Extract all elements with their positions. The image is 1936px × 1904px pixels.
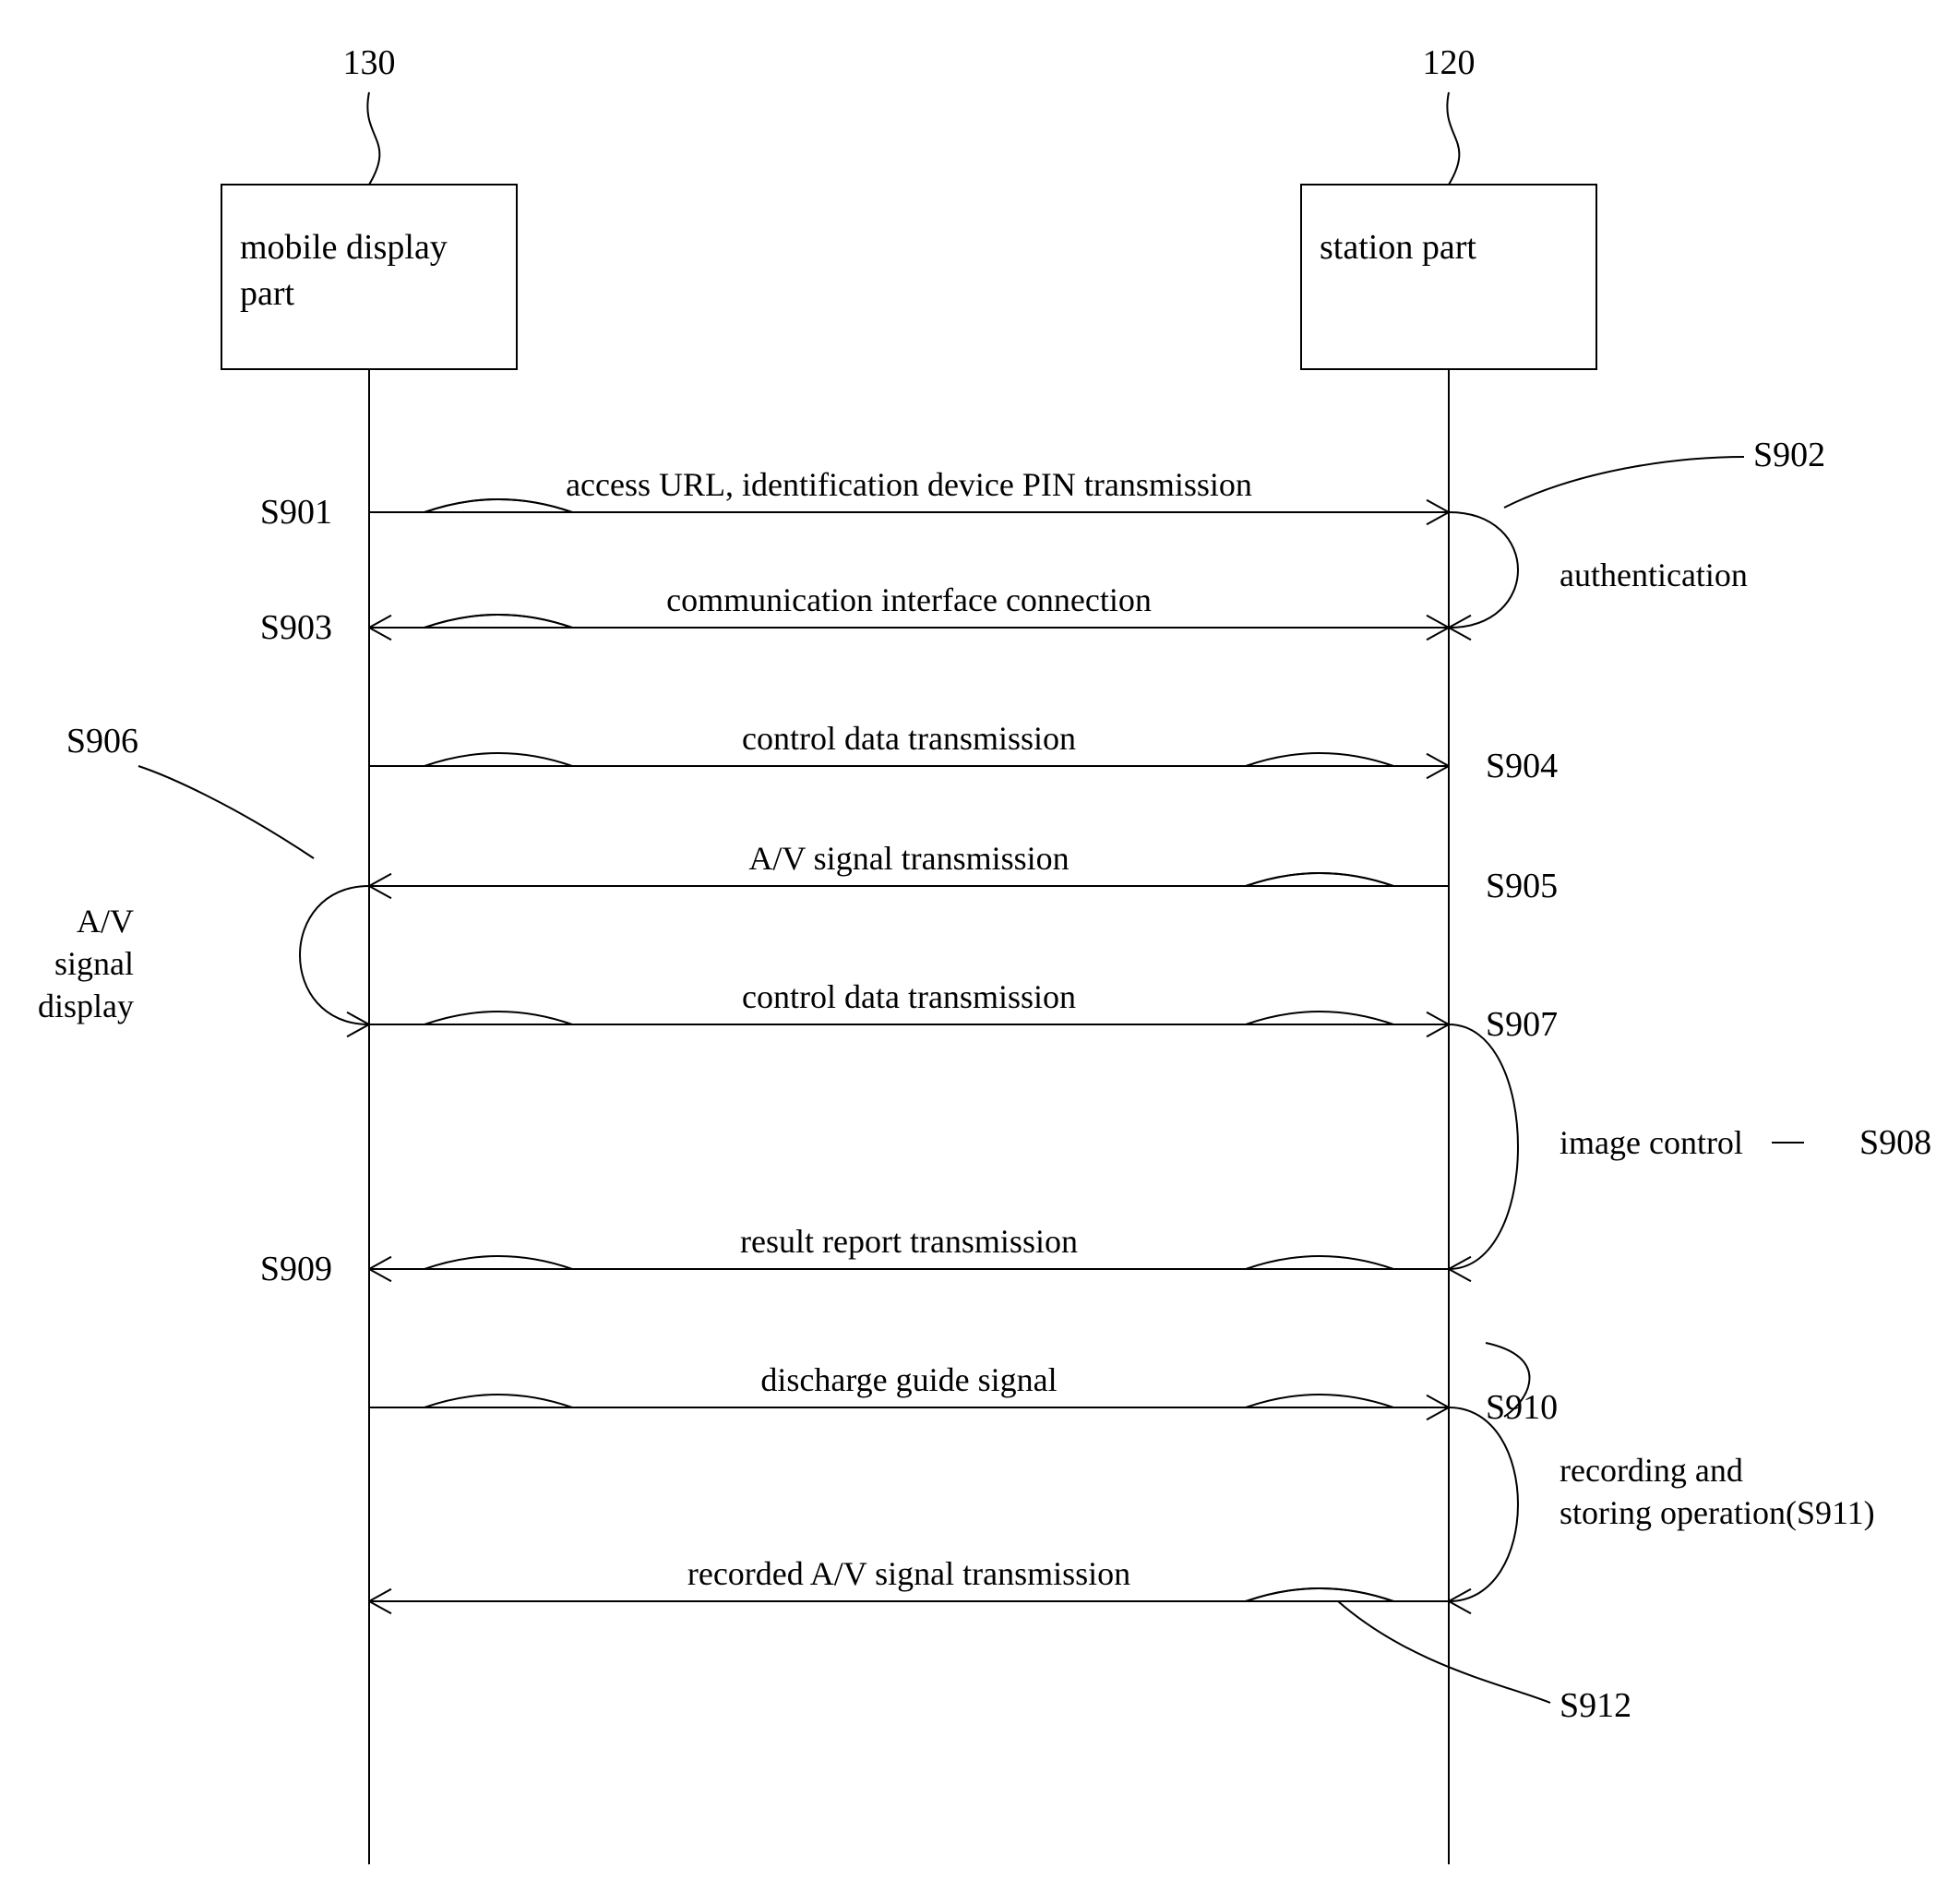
actor-right-ref-leader xyxy=(1447,92,1459,185)
selfloop-S911-label-1: storing operation(S911) xyxy=(1560,1494,1875,1531)
selfloop-S902-label: authentication xyxy=(1560,557,1748,593)
actor-right-label-1: station part xyxy=(1320,228,1476,267)
selfloop-S906-step: S906 xyxy=(66,722,138,760)
message-S901-step: S901 xyxy=(260,493,332,532)
actor-left-ref-leader xyxy=(367,92,379,185)
selfloop-S902-step: S902 xyxy=(1753,436,1825,474)
sequence-diagram: mobile display part 130 station part 120 acce… xyxy=(0,0,1936,1904)
message-S905-step: S905 xyxy=(1486,867,1558,905)
message-S912-label: recorded A/V signal transmission xyxy=(687,1555,1130,1592)
message-S905: A/V signal transmission S905 xyxy=(748,840,1558,905)
message-S907: control data transmission S907 xyxy=(742,978,1558,1044)
message-S910-label: discharge guide signal xyxy=(760,1361,1057,1398)
message-S912-step: S912 xyxy=(1560,1686,1631,1725)
message-S903-label: communication interface connection xyxy=(666,581,1152,618)
selfloop-S906-label-0: A/V xyxy=(77,903,134,940)
message-S901-label: access URL, identification device PIN tr… xyxy=(566,466,1252,503)
actor-right: station part xyxy=(1301,185,1596,369)
message-S903: communication interface connection S903 xyxy=(260,581,1152,647)
message-S905-label: A/V signal transmission xyxy=(748,840,1069,877)
message-S909-label: result report transmission xyxy=(740,1223,1078,1260)
selfloop-S908: image control S908 xyxy=(1449,1024,1931,1269)
selfloop-S906-label-2: display xyxy=(38,988,134,1024)
message-S907-label: control data transmission xyxy=(742,978,1076,1015)
actor-left: mobile display part xyxy=(221,185,517,369)
actor-left-label-1: mobile display xyxy=(240,228,448,267)
message-S903-step: S903 xyxy=(260,608,332,647)
message-S910: discharge guide signal S910 xyxy=(760,1361,1558,1427)
message-S904: control data transmission S904 xyxy=(742,720,1558,785)
actor-right-ref: 120 xyxy=(1423,43,1476,82)
message-S907-step: S907 xyxy=(1486,1005,1558,1044)
selfloop-S906-label-1: signal xyxy=(54,945,134,982)
selfloop-S911-label-0: recording and xyxy=(1560,1452,1743,1489)
actor-left-label-2: part xyxy=(240,274,295,313)
selfloop-S902: authentication S902 xyxy=(1449,436,1825,628)
selfloop-S906: A/V signal display S906 xyxy=(38,722,369,1024)
message-S910-step: S910 xyxy=(1486,1388,1558,1427)
message-S912: recorded A/V signal transmission S912 xyxy=(687,1555,1631,1725)
actor-left-ref: 130 xyxy=(343,43,396,82)
message-S901: access URL, identification device PIN tr… xyxy=(260,466,1252,532)
selfloop-S908-label: image control xyxy=(1560,1124,1743,1161)
selfloop-S911: recording and storing operation(S911) xyxy=(1449,1343,1875,1601)
message-S909-step: S909 xyxy=(260,1250,332,1288)
message-S904-label: control data transmission xyxy=(742,720,1076,757)
selfloop-S908-step: S908 xyxy=(1859,1123,1931,1162)
message-S909: result report transmission S909 xyxy=(260,1223,1078,1288)
message-S904-step: S904 xyxy=(1486,747,1558,785)
